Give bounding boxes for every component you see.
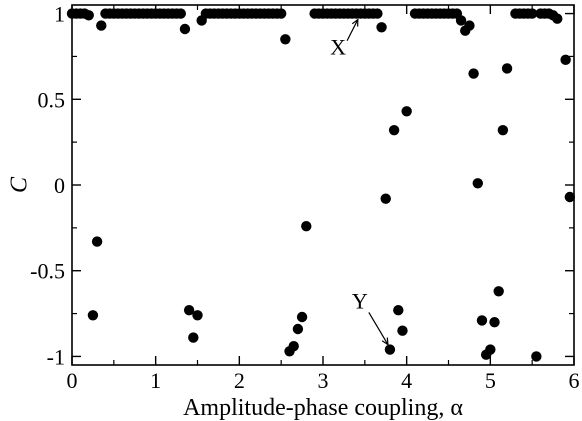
data-point-73 xyxy=(376,22,387,33)
data-point-77 xyxy=(393,304,404,316)
data-point-100 xyxy=(493,286,504,297)
points-layer xyxy=(66,8,576,362)
data-point-56 xyxy=(301,220,312,232)
data-point-98 xyxy=(485,344,496,355)
annotation-arrow-x xyxy=(346,19,359,41)
axis-ticks xyxy=(71,5,575,365)
data-point-93 xyxy=(464,20,475,31)
data-point-51 xyxy=(280,34,291,45)
annotation-label-x: X xyxy=(330,35,346,60)
y-tick-label: -1 xyxy=(47,344,65,369)
data-point-115 xyxy=(564,191,576,203)
plot-border xyxy=(71,4,575,366)
data-point-55 xyxy=(296,311,308,323)
data-point-78 xyxy=(397,325,408,336)
y-tick-label: 1 xyxy=(54,2,65,27)
x-tick-label: 6 xyxy=(569,368,580,393)
data-point-113 xyxy=(552,13,563,24)
data-point-26 xyxy=(175,8,186,19)
x-tick-label: 2 xyxy=(234,368,245,393)
data-point-74 xyxy=(380,193,391,204)
data-point-53 xyxy=(288,340,299,352)
plot-frame xyxy=(71,4,575,366)
data-point-6 xyxy=(91,236,103,247)
data-point-5 xyxy=(87,310,99,321)
data-point-50 xyxy=(275,8,287,19)
data-point-7 xyxy=(96,20,107,31)
y-tick-label: 0.5 xyxy=(38,87,66,112)
x-tick-label: 3 xyxy=(318,368,329,393)
data-point-30 xyxy=(192,310,203,321)
x-tick-label: 5 xyxy=(485,368,496,393)
data-point-99 xyxy=(489,316,500,328)
y-tick-label: -0.5 xyxy=(30,259,65,284)
data-point-27 xyxy=(179,23,191,35)
data-point-96 xyxy=(476,315,488,326)
x-tick-label: 4 xyxy=(401,368,412,393)
data-point-54 xyxy=(292,323,304,335)
annotation-arrow-y xyxy=(368,312,389,345)
tick-labels: 0 1 2 3 4 5 6 -1 -0.5 0 0.5 1 xyxy=(30,2,579,393)
annotations: XY xyxy=(330,18,389,346)
data-point-108 xyxy=(531,351,542,362)
x-tick-label: 0 xyxy=(67,368,78,393)
data-point-91 xyxy=(455,15,467,26)
y-tick-label: 0 xyxy=(54,173,65,198)
data-point-114 xyxy=(560,54,571,66)
data-point-101 xyxy=(497,124,509,136)
y-axis-title: C xyxy=(6,176,32,193)
data-point-95 xyxy=(472,178,483,189)
data-point-75 xyxy=(384,344,396,355)
annotation-label-y: Y xyxy=(352,288,368,313)
x-tick-label: 1 xyxy=(150,368,161,393)
annotation-arrowhead-y xyxy=(381,337,389,346)
annotation-arrowhead-x xyxy=(351,18,359,27)
data-point-4 xyxy=(83,10,94,21)
data-point-79 xyxy=(401,106,412,117)
data-point-94 xyxy=(468,68,479,79)
data-point-76 xyxy=(388,124,400,136)
data-point-102 xyxy=(501,63,513,74)
data-point-107 xyxy=(526,8,538,19)
data-point-28 xyxy=(183,304,195,316)
data-point-72 xyxy=(372,8,383,19)
x-axis-title: Amplitude-phase coupling, α xyxy=(183,395,463,421)
data-point-29 xyxy=(188,332,199,343)
